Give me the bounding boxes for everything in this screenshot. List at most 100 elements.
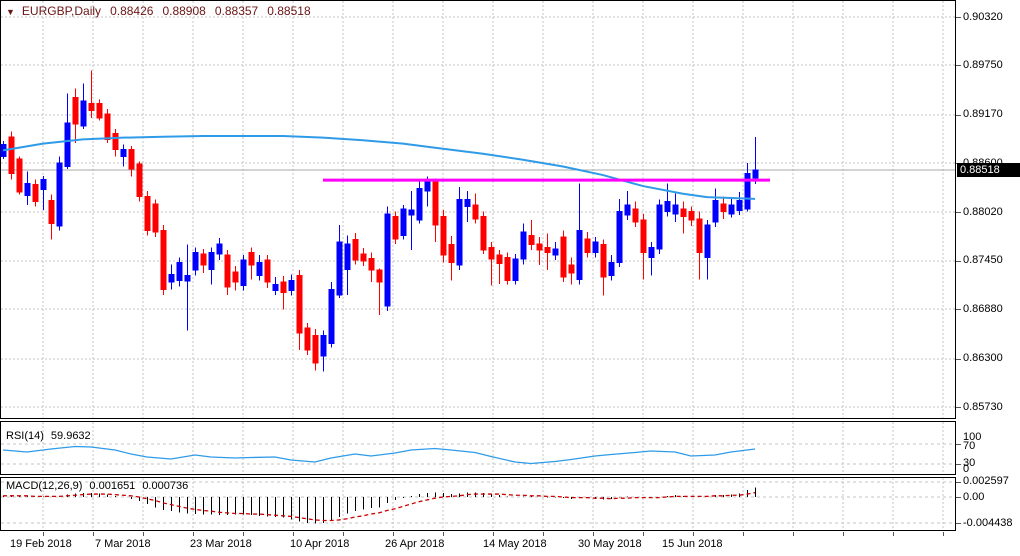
axis-tick (956, 212, 961, 213)
candle-body (176, 262, 183, 281)
candle-body (536, 243, 543, 251)
candle-body (736, 200, 743, 212)
axis-tick (193, 532, 194, 536)
candle-body (568, 264, 575, 274)
price-axis-label: 0.90320 (963, 10, 1003, 23)
candle-body (400, 208, 407, 236)
price-axis-label: 0.89170 (963, 108, 1003, 121)
candle-body (688, 211, 695, 221)
candle-body (8, 136, 15, 174)
candle-body (320, 335, 327, 357)
ohlc-low: 0.88357 (214, 4, 259, 18)
ohlc-open: 0.88426 (110, 4, 154, 18)
time-axis-label: 15 Jun 2018 (662, 538, 723, 550)
axis-tick (956, 115, 961, 116)
axis-tick (956, 261, 961, 262)
axis-tick (893, 532, 894, 536)
candle-body (184, 274, 191, 282)
axis-tick (793, 532, 794, 536)
symbol-dropdown-icon[interactable]: ▼ (6, 7, 15, 17)
axis-tick (443, 532, 444, 536)
candle-body (336, 241, 343, 296)
candle-body (240, 259, 247, 286)
candle-body (432, 181, 439, 226)
candle-body (640, 219, 647, 253)
axis-tick (956, 482, 961, 483)
axis-tick (843, 532, 844, 536)
rsi-line (2, 445, 756, 465)
macd-value-signal: 0.000736 (142, 480, 189, 492)
rsi-indicator-label: RSI(14) 59.9632 (6, 430, 91, 442)
rsi-pane[interactable] (0, 421, 956, 475)
time-axis-label: 19 Feb 2018 (10, 538, 72, 550)
candle-body (360, 253, 367, 262)
axis-tick (956, 464, 961, 465)
candle-body (48, 200, 55, 224)
axis-tick (393, 532, 394, 536)
time-axis-label: 26 Apr 2018 (385, 538, 445, 550)
price-axis-label: 0.86880 (963, 302, 1003, 315)
candle-body (352, 239, 359, 261)
macd-name: MACD(12,26,9) (6, 480, 83, 492)
axis-tick (93, 532, 94, 536)
candle-body (272, 284, 279, 292)
axis-tick (493, 532, 494, 536)
axis-tick (956, 523, 961, 524)
candle-body (296, 274, 303, 334)
candle-body (448, 244, 455, 264)
candle-body (504, 256, 511, 281)
candle-body (160, 229, 167, 291)
rsi-axis-label: 70 (963, 440, 976, 452)
candle-body (328, 289, 335, 344)
candle-body (680, 208, 687, 218)
candle-body (584, 238, 591, 253)
candle-body (648, 246, 655, 258)
axis-tick (593, 532, 594, 536)
axis-tick (343, 532, 344, 536)
candle-body (704, 224, 711, 258)
rsi-axis-label: 100 (963, 431, 982, 443)
macd-pane[interactable] (0, 477, 956, 531)
chart-canvas[interactable] (0, 0, 956, 532)
candle-body (608, 262, 615, 276)
candle-body (32, 183, 39, 202)
candle-body (256, 262, 263, 276)
axis-tick (143, 532, 144, 536)
candle-body (192, 251, 199, 271)
candle-body (56, 162, 63, 227)
candle-body (128, 149, 135, 170)
axis-tick (243, 532, 244, 536)
axis-tick (956, 65, 961, 66)
price-axis-label: 0.87450 (963, 254, 1003, 267)
axis-tick (643, 532, 644, 536)
macd-axis-label: 0.002597 (963, 475, 1009, 488)
candle-body (144, 195, 151, 231)
candle-body (368, 257, 375, 271)
axis-tick (956, 359, 961, 360)
current-price-value: 0.88518 (960, 164, 1000, 177)
candle-body (600, 244, 607, 278)
candle-body (720, 203, 727, 213)
rsi-name: RSI(14) (6, 430, 44, 442)
axis-tick (743, 532, 744, 536)
axis-tick (943, 532, 944, 536)
candle-body (216, 243, 223, 255)
candle-body (488, 246, 495, 260)
candle-body (392, 216, 399, 240)
price-axis-label: 0.88020 (963, 205, 1003, 218)
candle-body (672, 204, 679, 215)
candle-body (64, 122, 71, 168)
candle-body (464, 199, 471, 207)
axis-tick (956, 309, 961, 310)
candle-body (496, 254, 503, 264)
candle-body (224, 254, 231, 288)
candle-body (440, 216, 447, 256)
candle-body (80, 100, 87, 127)
candle-body (120, 149, 127, 157)
candle-body (512, 258, 519, 281)
axis-tick (956, 407, 961, 408)
axis-tick (956, 17, 961, 18)
candle-body (40, 178, 47, 190)
candle-body (560, 236, 567, 278)
